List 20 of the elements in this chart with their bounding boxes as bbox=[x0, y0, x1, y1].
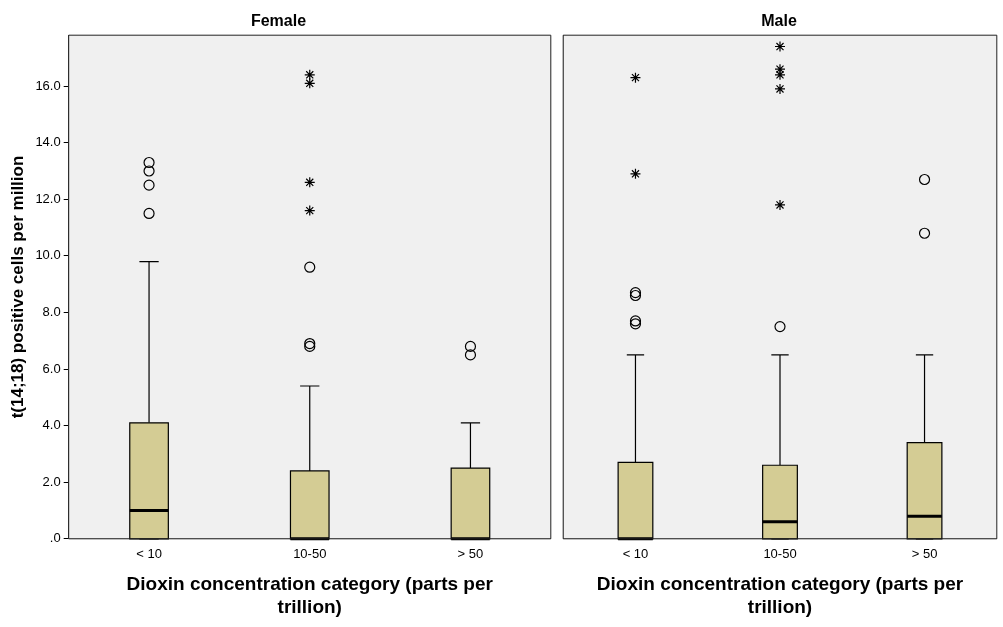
y-tick-label: 8.0 bbox=[42, 304, 61, 320]
x-tick-label: > 50 bbox=[911, 546, 938, 562]
y-tick-label: 6.0 bbox=[42, 360, 61, 376]
x-tick-label: 10-50 bbox=[763, 546, 797, 562]
y-tick-label: 10.0 bbox=[35, 247, 61, 263]
x-tick-label: < 10 bbox=[622, 546, 649, 562]
x-tick-label: > 50 bbox=[457, 546, 484, 562]
x-axis-title: Dioxin concentration category (parts per trillion) bbox=[596, 573, 964, 617]
chart-title: Male bbox=[761, 12, 797, 30]
y-axis-title: t(14;18) positive cells per million bbox=[7, 155, 27, 419]
x-axis-title: Dioxin concentration category (parts per trillion) bbox=[126, 573, 494, 617]
y-tick-label: 16.0 bbox=[35, 77, 61, 93]
y-tick-label: 2.0 bbox=[42, 473, 61, 489]
y-tick-label: 14.0 bbox=[35, 134, 61, 150]
y-tick-label: 4.0 bbox=[42, 417, 61, 433]
x-tick-label: 10-50 bbox=[293, 546, 327, 562]
y-tick-label: .0 bbox=[49, 530, 61, 546]
x-tick-label: < 10 bbox=[136, 546, 162, 562]
chart-title: Female bbox=[250, 12, 307, 30]
y-tick-label: 12.0 bbox=[35, 190, 61, 206]
